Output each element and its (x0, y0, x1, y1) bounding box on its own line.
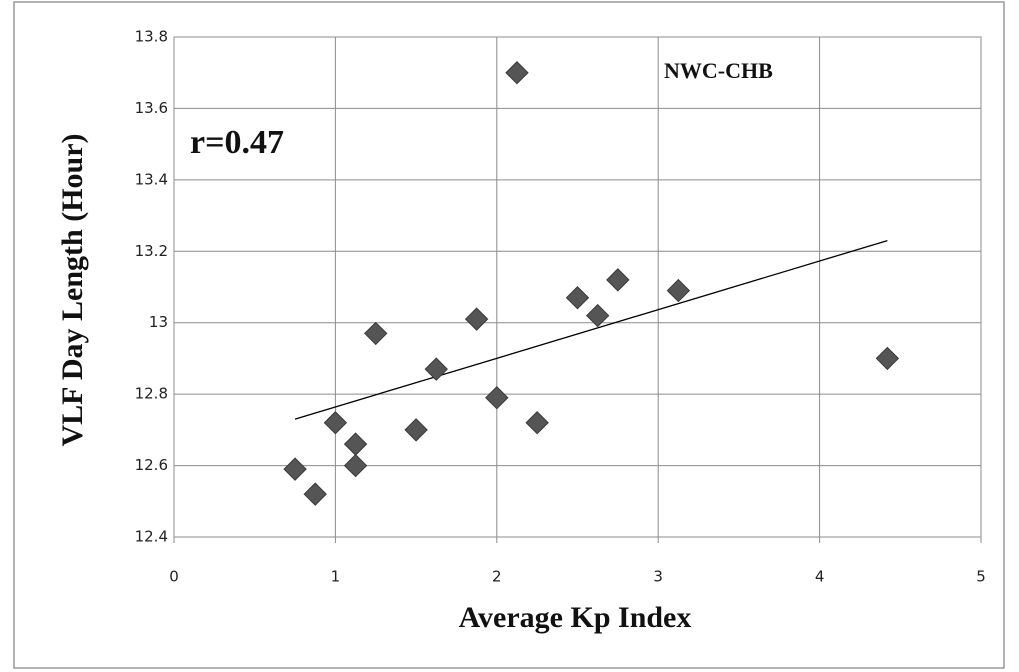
annotation: r=0.47 (190, 124, 284, 161)
data-point (485, 386, 509, 410)
x-tick-label: 3 (653, 568, 663, 586)
x-tick-label: 1 (331, 568, 341, 586)
data-point (343, 453, 368, 478)
y-tick-label: 13.6 (135, 99, 168, 117)
data-point (585, 303, 610, 328)
data-point (666, 278, 691, 303)
data-point (875, 346, 900, 371)
data-point (505, 61, 529, 85)
x-tick-label: 2 (492, 568, 502, 586)
x-axis-title: Average Kp Index (459, 601, 692, 634)
data-point (565, 286, 590, 310)
y-axis-title: VLF Day Length (Hour) (56, 133, 89, 446)
data-point (283, 457, 307, 481)
y-tick-label: 12.8 (135, 385, 168, 403)
y-tick-label: 12.6 (135, 456, 168, 474)
data-point (525, 411, 549, 435)
data-point (323, 411, 348, 435)
y-tick-label: 13.2 (135, 242, 168, 260)
data-point (424, 357, 448, 381)
x-tick-label: 4 (815, 568, 825, 586)
x-tick-label: 0 (169, 568, 179, 586)
y-tick-label: 13 (149, 313, 168, 331)
plot-border (173, 36, 982, 538)
y-tick-label: 13.4 (135, 170, 168, 188)
annotation: NWC-CHB (664, 58, 773, 83)
y-tick-label: 13.8 (135, 28, 168, 46)
data-point (303, 482, 327, 506)
x-tick-label: 5 (976, 568, 986, 586)
y-tick-label: 12.4 (135, 528, 168, 546)
data-point (364, 321, 388, 346)
data-point (606, 268, 630, 292)
data-point (464, 307, 489, 331)
trend-line (294, 239, 888, 420)
chart-frame (13, 1, 1005, 669)
data-point (404, 418, 428, 442)
